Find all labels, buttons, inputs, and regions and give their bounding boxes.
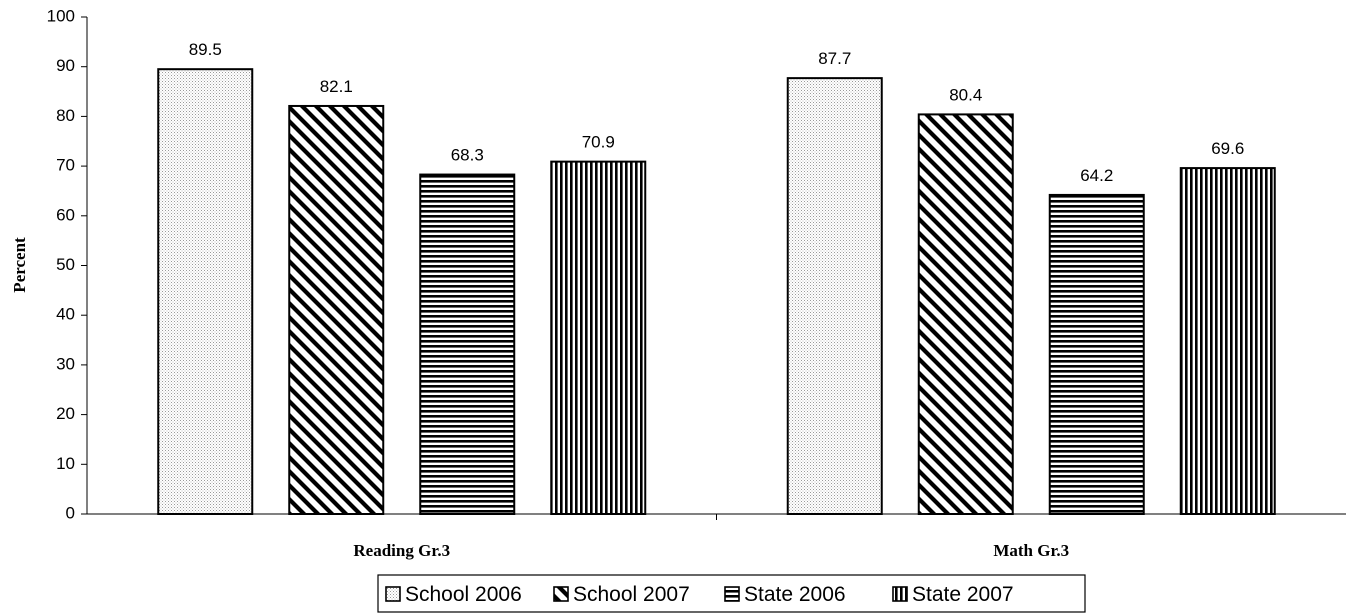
y-tick-label: 80 (56, 106, 75, 125)
bar-state-2006-1 (1048, 193, 1145, 515)
legend-label: State 2006 (744, 583, 846, 606)
bar-state-2007-1 (1179, 167, 1276, 515)
legend: School 2006 School 2007 State 2006 State 20… (377, 574, 1086, 613)
legend-swatch (385, 586, 401, 602)
y-tick-label: 50 (56, 255, 75, 274)
bar-school-2007-0 (288, 104, 385, 515)
y-tick-label: 30 (56, 354, 75, 373)
y-tick-label: 20 (56, 404, 75, 423)
bar-state-2006-0 (419, 173, 516, 515)
y-tick-label: 0 (66, 503, 75, 522)
legend-label: School 2006 (405, 583, 522, 606)
data-label: 64.2 (1080, 166, 1113, 185)
y-tick-label: 90 (56, 56, 75, 75)
bar-school-2006-1 (786, 77, 883, 515)
bar-school-2007-1 (917, 113, 1014, 516)
data-label: 68.3 (451, 146, 484, 165)
legend-label: School 2007 (573, 583, 690, 606)
data-label: 70.9 (582, 133, 615, 152)
data-label: 69.6 (1211, 139, 1244, 158)
data-label: 82.1 (320, 77, 353, 96)
legend-swatch (892, 586, 908, 602)
y-tick-label: 70 (56, 156, 75, 175)
bar-state-2007-0 (550, 160, 647, 515)
y-axis-title: Percent (10, 237, 29, 293)
y-tick-label: 100 (47, 6, 75, 25)
legend-swatch (724, 586, 740, 602)
legend-swatch (553, 586, 569, 602)
data-label: 89.5 (189, 40, 222, 59)
legend-label: State 2007 (912, 583, 1014, 606)
data-label: 80.4 (949, 85, 982, 104)
data-label: 87.7 (818, 49, 851, 68)
y-tick-label: 40 (56, 305, 75, 324)
x-category-label: Math Gr.3 (993, 541, 1069, 560)
x-category-label: Reading Gr.3 (353, 541, 450, 560)
y-tick-label: 60 (56, 205, 75, 224)
y-tick-label: 10 (56, 454, 75, 473)
bar-school-2006-0 (157, 68, 254, 515)
